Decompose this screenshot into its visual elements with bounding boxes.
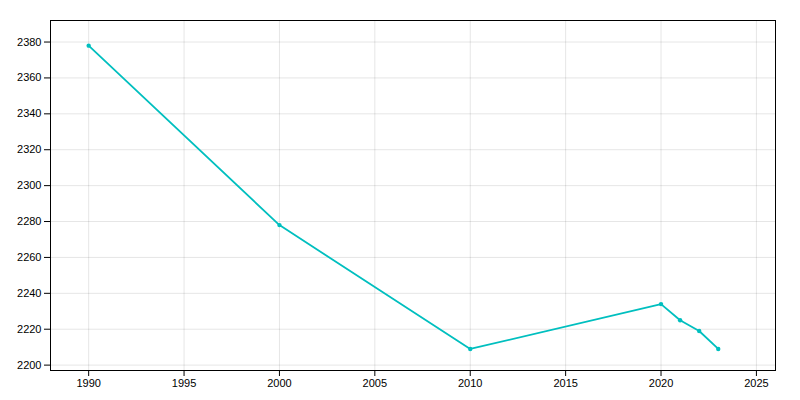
svg-text:2260: 2260 (17, 251, 41, 263)
svg-text:2200: 2200 (17, 359, 41, 371)
svg-text:2015: 2015 (553, 377, 577, 389)
svg-text:2000: 2000 (267, 377, 291, 389)
svg-text:2005: 2005 (363, 377, 387, 389)
svg-text:2300: 2300 (17, 179, 41, 191)
svg-text:2360: 2360 (17, 71, 41, 83)
svg-text:2025: 2025 (744, 377, 768, 389)
svg-text:2340: 2340 (17, 107, 41, 119)
svg-text:2280: 2280 (17, 215, 41, 227)
svg-text:2220: 2220 (17, 323, 41, 335)
svg-text:1995: 1995 (172, 377, 196, 389)
svg-text:1990: 1990 (76, 377, 100, 389)
svg-text:2020: 2020 (649, 377, 673, 389)
svg-text:2010: 2010 (458, 377, 482, 389)
svg-text:2320: 2320 (17, 143, 41, 155)
svg-text:2380: 2380 (17, 36, 41, 48)
svg-text:2240: 2240 (17, 287, 41, 299)
